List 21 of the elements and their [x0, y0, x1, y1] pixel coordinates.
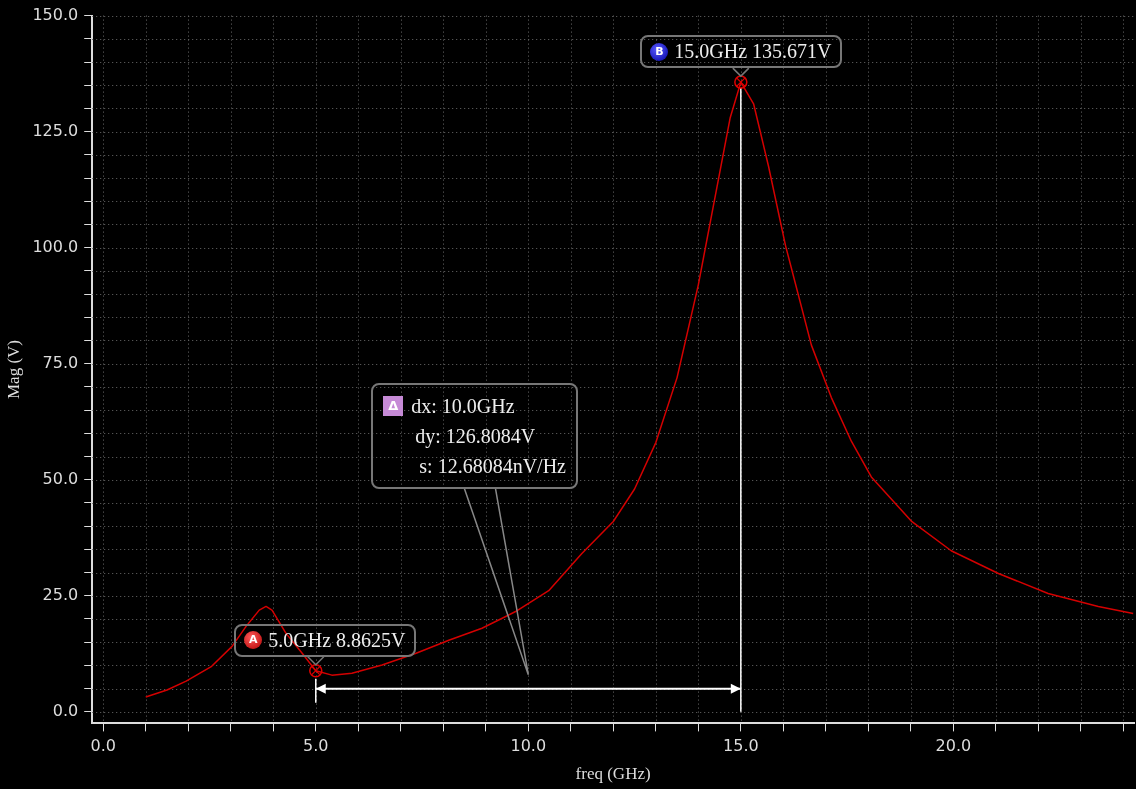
- annotation: 15.0GHz 135.671V: [674, 40, 832, 64]
- y-tick-label: 50.0: [42, 468, 79, 488]
- annotation: A: [244, 631, 263, 650]
- x-tick-label: 0.0: [90, 736, 116, 756]
- x-axis-title: freq (GHz): [575, 764, 651, 784]
- annotation: s: 12.68084nV/Hz: [419, 453, 566, 479]
- y-axis-title: Mag (V): [3, 339, 23, 400]
- annotation: dy: 126.8084V: [415, 423, 536, 450]
- x-tick-label: 20.0: [935, 736, 972, 756]
- annotation: B: [650, 42, 669, 61]
- y-tick-label: 100.0: [32, 236, 79, 256]
- annotation: Δ: [383, 395, 404, 416]
- y-tick-label: 25.0: [42, 584, 79, 604]
- y-tick-label: 150.0: [32, 4, 79, 24]
- annotation: dx: 10.0GHz: [411, 393, 515, 419]
- x-tick-label: 15.0: [723, 736, 759, 756]
- y-tick-label: 0.0: [52, 700, 79, 720]
- y-tick-label: 75.0: [42, 352, 79, 372]
- y-tick-label: 125.0: [32, 120, 79, 140]
- x-tick-label: 5.0: [303, 736, 329, 756]
- x-tick-label: 10.0: [510, 736, 547, 756]
